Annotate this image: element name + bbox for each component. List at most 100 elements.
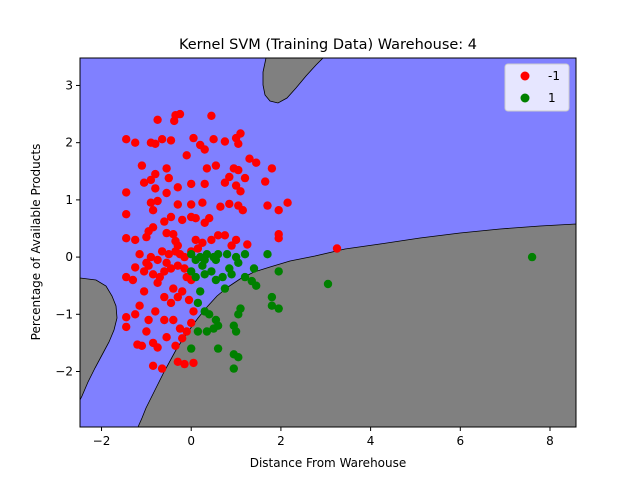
point-class-positive-50 (198, 261, 207, 270)
point-class-negative-126 (162, 333, 171, 342)
point-class-negative-48 (187, 200, 196, 209)
point-class-positive-43 (267, 301, 277, 310)
point-class-positive-19 (200, 270, 209, 279)
legend-label-negative: -1 (548, 69, 560, 83)
point-class-negative-30 (245, 154, 254, 163)
point-class-negative-110 (189, 307, 198, 316)
point-class-negative-140 (193, 244, 203, 253)
point-class-positive-30 (213, 321, 223, 330)
point-class-negative-95 (169, 284, 178, 293)
point-class-negative-124 (157, 364, 167, 373)
point-class-negative-96 (160, 292, 169, 302)
point-class-negative-3 (175, 109, 185, 119)
point-class-positive-4 (202, 250, 212, 259)
point-class-negative-22 (139, 178, 149, 187)
point-class-negative-104 (151, 307, 160, 316)
point-class-positive-11 (240, 250, 250, 259)
point-class-negative-41 (231, 181, 241, 190)
point-class-positive-40 (234, 353, 243, 362)
point-class-negative-53 (238, 206, 247, 215)
point-class-negative-55 (283, 198, 292, 207)
point-class-negative-102 (122, 322, 131, 332)
point-class-negative-98 (139, 287, 149, 296)
point-class-negative-143 (169, 230, 178, 239)
point-class-positive-12 (249, 264, 259, 273)
point-class-negative-65 (200, 218, 209, 227)
point-class-negative-34 (122, 188, 131, 197)
point-class-positive-18 (191, 272, 200, 282)
point-class-negative-42 (236, 187, 245, 196)
point-class-negative-79 (227, 241, 236, 250)
point-class-negative-25 (182, 151, 191, 160)
point-class-negative-116 (133, 340, 142, 349)
point-class-negative-106 (166, 298, 176, 308)
chart-title: Kernel SVM (Training Data) Warehouse: 4 (179, 37, 477, 53)
point-class-negative-77 (220, 231, 230, 240)
legend: -1 1 (504, 63, 570, 112)
point-class-negative-63 (191, 214, 200, 223)
region-positive-left (80, 277, 118, 401)
point-class-negative-132 (166, 264, 176, 273)
y-tick-label: 0 (65, 250, 73, 264)
point-class-negative-78 (231, 235, 241, 245)
point-class-negative-90 (164, 250, 173, 259)
point-class-negative-142 (144, 261, 153, 270)
x-tick-label: −2 (93, 434, 111, 448)
point-class-positive-0 (187, 250, 196, 259)
point-class-negative-141 (135, 250, 144, 259)
point-class-negative-121 (180, 359, 189, 369)
point-class-negative-19 (137, 161, 147, 170)
point-class-negative-46 (153, 196, 162, 206)
x-tick-label: 6 (456, 434, 464, 448)
point-class-negative-139 (173, 241, 182, 250)
legend-label-positive: 1 (548, 91, 556, 105)
point-class-negative-56 (274, 206, 283, 215)
point-class-positive-45 (323, 279, 333, 289)
point-class-negative-135 (155, 272, 164, 282)
point-class-negative-59 (160, 217, 169, 226)
point-class-negative-40 (220, 178, 230, 187)
y-axis-label: Percentage of Available Products (29, 144, 43, 341)
point-class-positive-27 (205, 310, 214, 319)
decision-regions (80, 58, 576, 427)
point-class-positive-44 (274, 304, 283, 313)
point-class-positive-14 (274, 267, 283, 276)
point-class-negative-20 (151, 169, 160, 179)
point-class-positive-47 (225, 264, 234, 273)
point-class-negative-76 (213, 231, 223, 240)
point-class-negative-5 (122, 135, 131, 144)
point-class-negative-88 (153, 255, 162, 265)
point-class-negative-82 (274, 230, 283, 239)
point-class-negative-27 (211, 161, 221, 170)
point-class-negative-91 (173, 261, 182, 270)
point-class-negative-109 (184, 295, 194, 305)
point-class-negative-108 (178, 287, 187, 296)
point-class-positive-8 (222, 250, 232, 259)
point-class-positive-21 (211, 275, 221, 285)
point-class-positive-41 (229, 364, 238, 373)
point-class-positive-48 (220, 284, 230, 293)
x-axis-ticks: −2 0 2 4 6 8 (93, 427, 554, 448)
point-class-negative-36 (162, 188, 171, 198)
point-class-negative-13 (200, 145, 209, 154)
point-class-negative-103 (144, 315, 153, 325)
point-class-positive-46 (527, 252, 537, 262)
point-class-negative-61 (178, 215, 187, 225)
point-class-negative-57 (122, 210, 131, 219)
point-class-negative-114 (142, 327, 151, 336)
point-class-negative-47 (173, 200, 182, 209)
point-class-negative-11 (189, 133, 198, 143)
x-axis-label: Distance From Warehouse (250, 456, 407, 470)
point-class-negative-31 (252, 158, 261, 167)
legend-marker-negative (520, 71, 530, 81)
point-class-positive-13 (263, 250, 272, 259)
point-class-negative-14 (209, 135, 218, 144)
point-class-positive-32 (193, 327, 203, 336)
point-class-negative-51 (225, 199, 234, 209)
point-class-negative-83 (122, 272, 131, 282)
point-class-positive-34 (213, 344, 223, 353)
point-class-positive-49 (187, 267, 196, 276)
point-class-negative-10 (166, 136, 176, 145)
point-class-positive-17 (247, 276, 256, 286)
y-tick-label: −2 (55, 365, 73, 379)
